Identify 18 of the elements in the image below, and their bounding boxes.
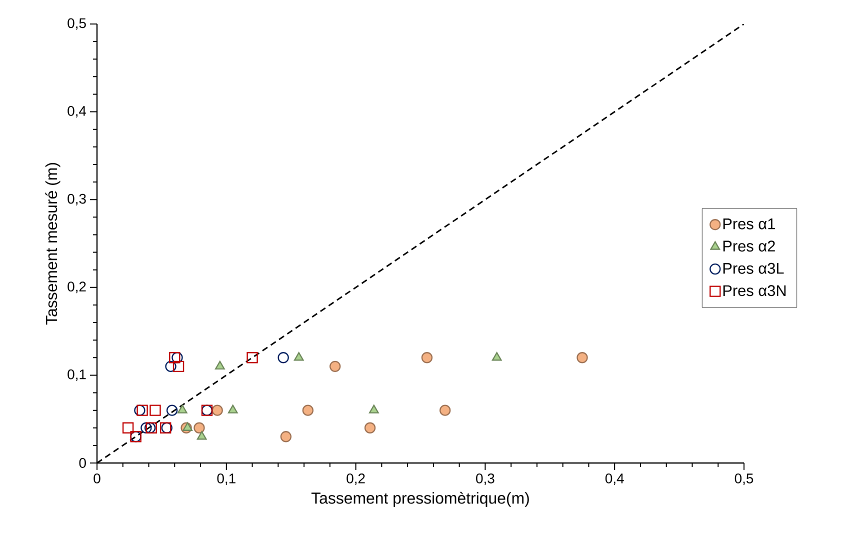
- legend-label: Pres α2: [723, 240, 775, 252]
- y-tick-label: 0,4: [68, 106, 86, 118]
- y-axis-title: Tassement mesuré (m): [45, 163, 60, 325]
- x-tick-label: 0,3: [476, 474, 494, 486]
- legend-label: Pres α3N: [723, 285, 786, 296]
- x-tick-label: 0,4: [605, 474, 624, 486]
- x-tick-label: 0,1: [217, 474, 236, 486]
- y-tick-label: 0,2: [68, 282, 86, 294]
- y-tick-label: 0,3: [68, 194, 86, 206]
- x-axis-title: Tassement pressiomètrique(m): [311, 492, 529, 507]
- x-tick-label: 0,5: [734, 474, 754, 486]
- x-tick-label: 0: [94, 474, 100, 484]
- x-tick-label: 0,2: [346, 474, 365, 486]
- y-tick-label: 0,1: [68, 369, 86, 381]
- legend-label: Pres α3L: [723, 262, 784, 274]
- y-tick-label: 0,5: [68, 18, 86, 30]
- legend-label: Pres α1: [723, 218, 775, 230]
- y-tick-label: 0: [79, 458, 86, 468]
